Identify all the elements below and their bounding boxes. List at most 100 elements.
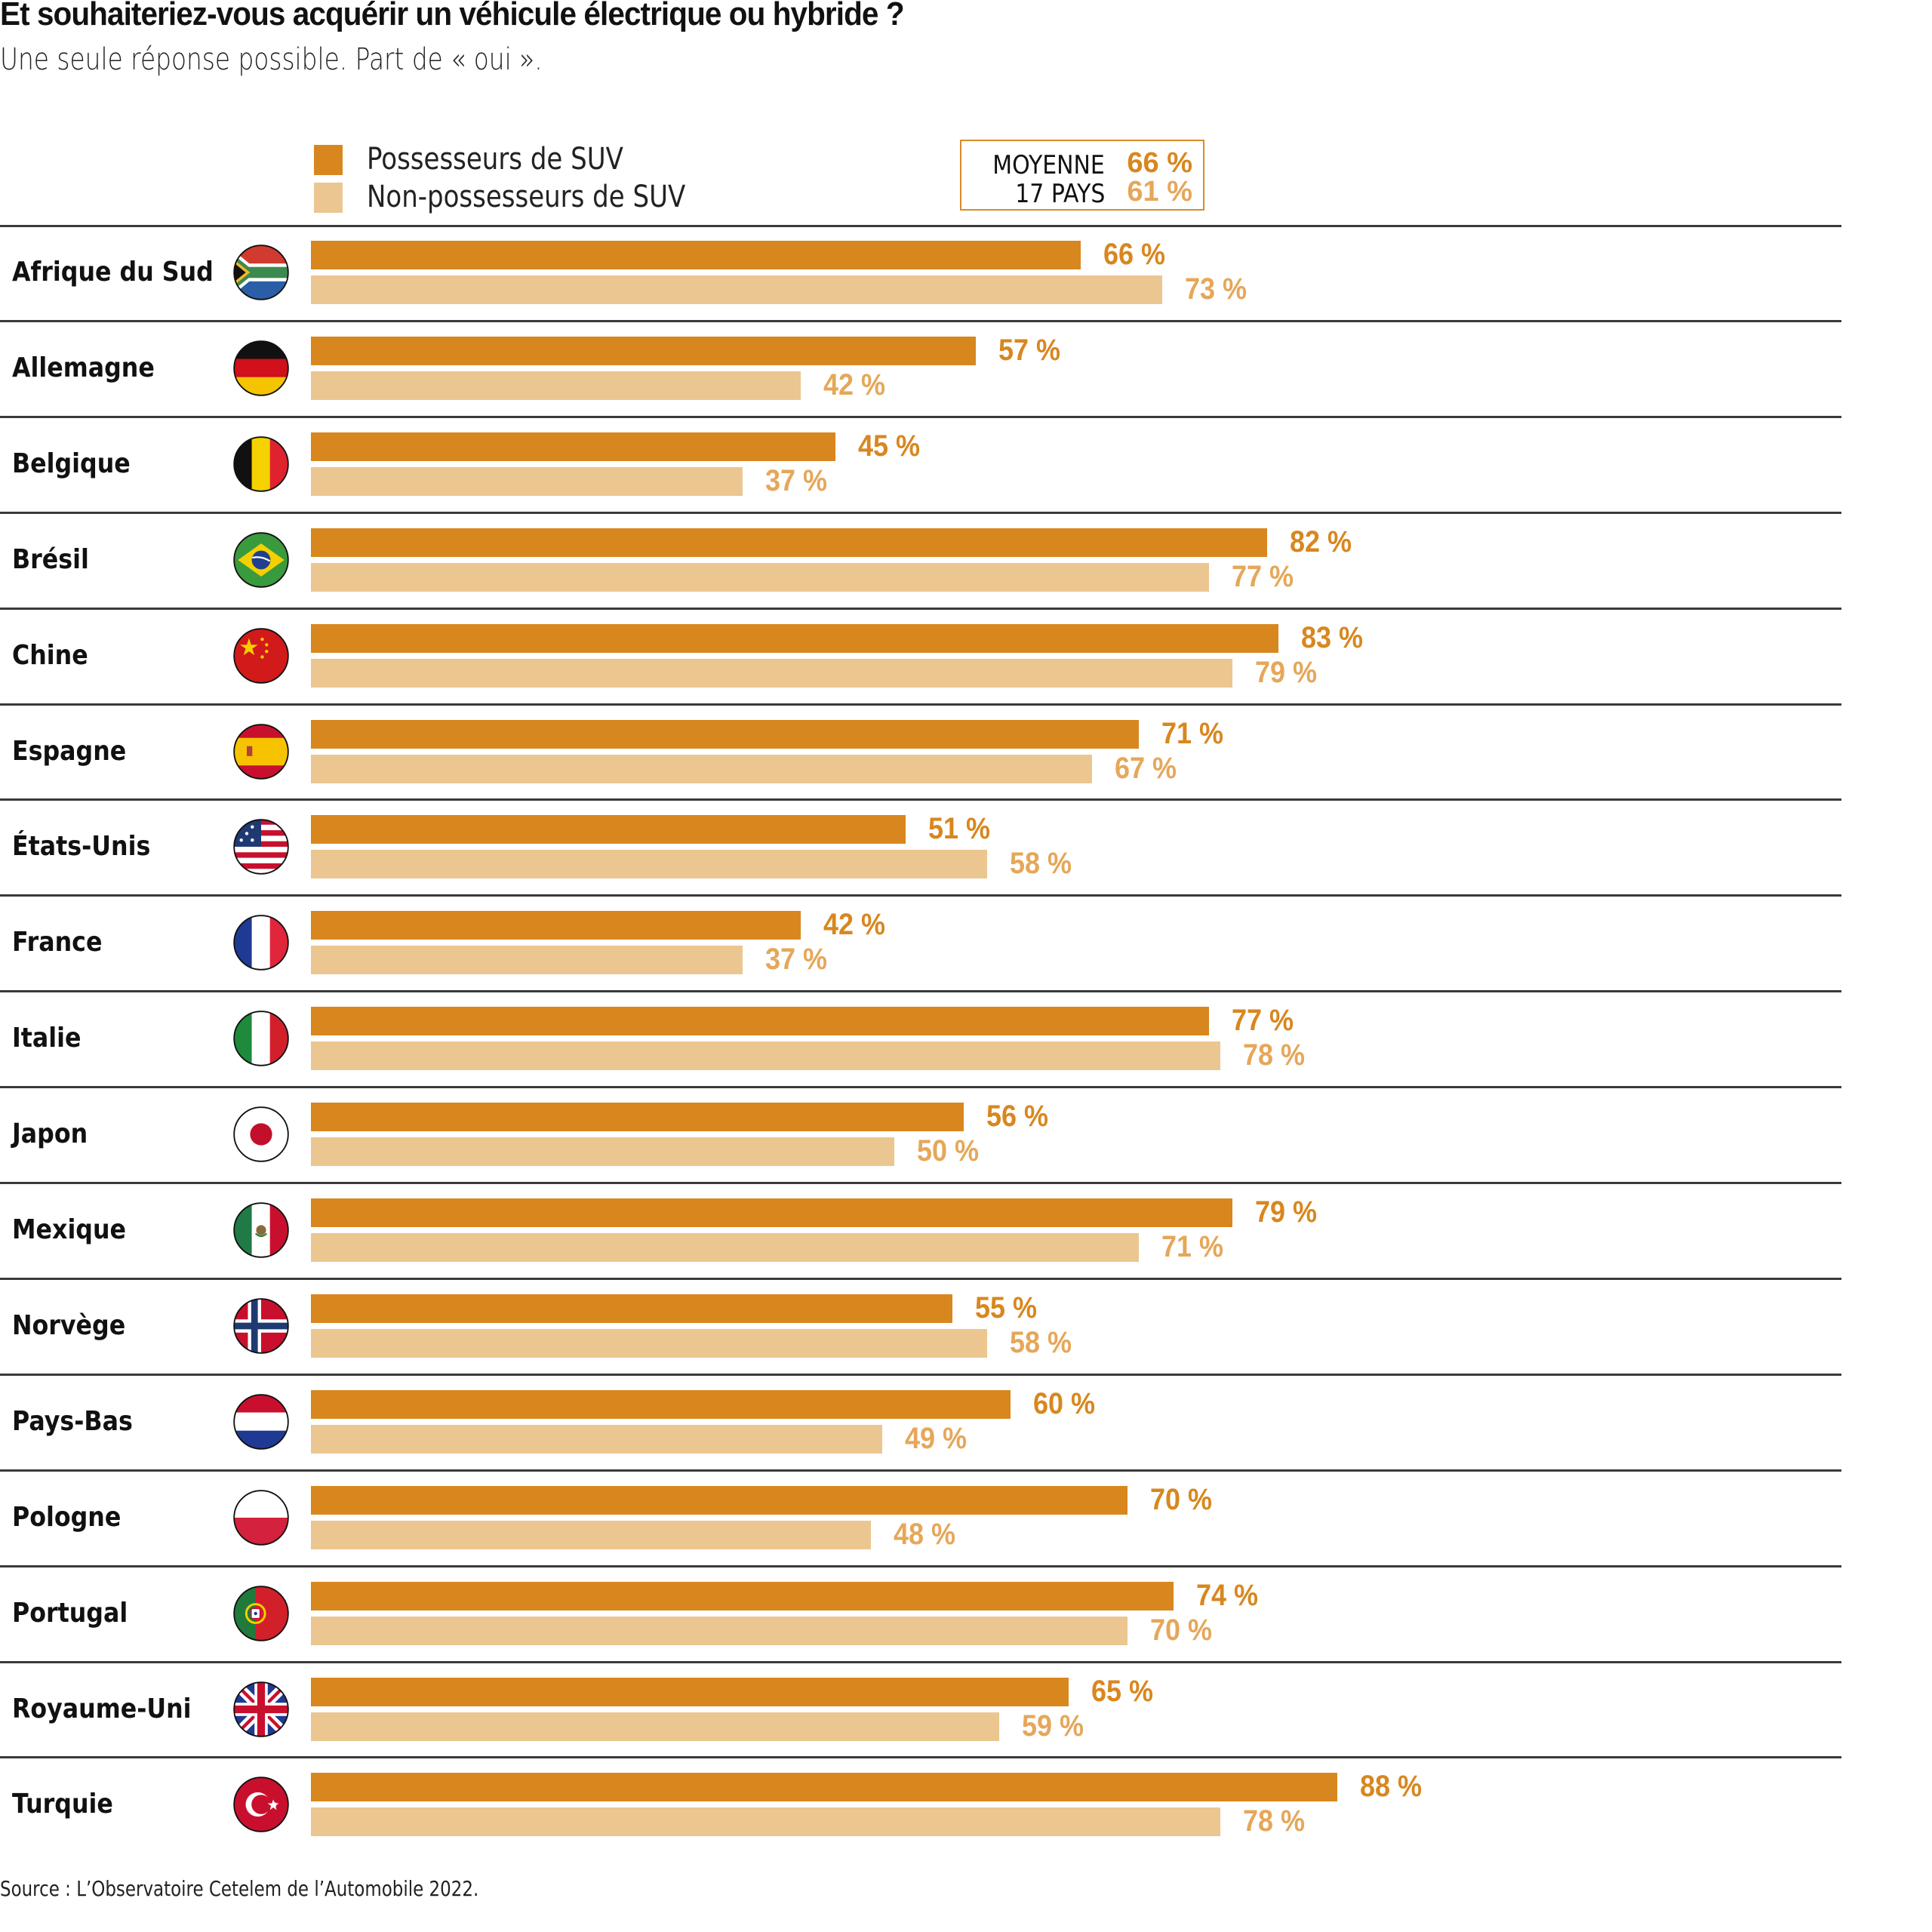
legend-swatch-suv-owners (314, 145, 343, 175)
bar-non-suv-owners (311, 1424, 883, 1454)
bar-non-suv-owners (311, 1233, 1139, 1262)
row-divider (0, 1756, 1841, 1759)
value-label-non-suv-owners: 50 % (916, 1134, 979, 1168)
row-divider (0, 319, 1841, 322)
row-divider (0, 798, 1841, 801)
country-label: États-Unis (12, 831, 151, 863)
average-label-line1: MOYENNE (992, 150, 1105, 180)
mexico-flag-icon (232, 1201, 290, 1259)
bar-non-suv-owners (311, 754, 1093, 783)
value-label-suv-owners: 60 % (1033, 1386, 1096, 1420)
bar-suv-owners (311, 1581, 1174, 1611)
value-label-suv-owners: 71 % (1161, 716, 1223, 750)
value-label-non-suv-owners: 59 % (1021, 1709, 1084, 1743)
bar-non-suv-owners (311, 562, 1209, 592)
bar-suv-owners (311, 1007, 1209, 1036)
value-label-suv-owners: 88 % (1359, 1770, 1422, 1804)
value-label-suv-owners: 66 % (1103, 238, 1165, 271)
country-label: Brésil (12, 543, 89, 575)
value-label-non-suv-owners: 67 % (1115, 751, 1177, 785)
country-label: Allemagne (12, 352, 155, 383)
value-label-suv-owners: 74 % (1196, 1578, 1259, 1612)
value-label-non-suv-owners: 77 % (1231, 559, 1294, 593)
average-label-line2: 17 PAYS (1014, 179, 1105, 209)
country-label: Royaume-Uni (12, 1693, 192, 1724)
country-label: Turquie (12, 1789, 113, 1820)
row-divider (0, 607, 1841, 610)
bar-non-suv-owners (311, 1520, 871, 1549)
bar-suv-owners (311, 1294, 952, 1323)
bar-suv-owners (311, 528, 1267, 557)
value-label-suv-owners: 83 % (1301, 620, 1364, 654)
value-label-suv-owners: 77 % (1231, 1004, 1294, 1038)
bar-non-suv-owners (311, 1807, 1221, 1837)
bar-non-suv-owners (311, 275, 1162, 304)
bar-non-suv-owners (311, 1616, 1128, 1645)
bar-non-suv-owners (311, 850, 988, 879)
average-suv-value: 66 % (1127, 147, 1192, 179)
bar-non-suv-owners (311, 1712, 999, 1741)
average-box: MOYENNE 17 PAYS 66 % 61 % (960, 140, 1204, 211)
belgium-flag-icon (232, 435, 290, 493)
bar-non-suv-owners (311, 658, 1232, 688)
average-non-suv-value: 61 % (1127, 176, 1192, 208)
bar-suv-owners (311, 1389, 1011, 1419)
poland-flag-icon (232, 1489, 290, 1546)
bar-non-suv-owners (311, 466, 743, 496)
country-label: Mexique (12, 1214, 127, 1245)
legend-swatch-non-suv-owners (314, 183, 343, 213)
value-label-non-suv-owners: 79 % (1254, 655, 1317, 689)
bar-suv-owners (311, 1485, 1128, 1515)
value-label-suv-owners: 45 % (858, 429, 921, 463)
uk-flag-icon (232, 1681, 290, 1738)
bar-suv-owners (311, 241, 1081, 269)
row-divider (0, 415, 1841, 418)
brazil-flag-icon (232, 531, 290, 589)
value-label-suv-owners: 57 % (998, 333, 1060, 367)
row-divider (0, 511, 1841, 514)
row-divider (0, 1373, 1841, 1376)
country-label: Espagne (12, 735, 127, 767)
country-label: Afrique du Sud (12, 257, 214, 288)
country-label: Chine (12, 639, 88, 671)
south-africa-flag-icon (232, 244, 290, 301)
row-divider (0, 990, 1841, 993)
bar-suv-owners (311, 1198, 1232, 1227)
value-label-non-suv-owners: 48 % (893, 1517, 955, 1551)
bar-non-suv-owners (311, 1137, 894, 1167)
legend-label-suv-owners: Possesseurs de SUV (367, 142, 623, 177)
france-flag-icon (232, 914, 290, 971)
row-divider (0, 1182, 1841, 1184)
value-label-suv-owners: 65 % (1091, 1674, 1154, 1708)
spain-flag-icon (232, 723, 290, 780)
italy-flag-icon (232, 1010, 290, 1067)
page-subtitle: Une seule réponse possible. Part de « ou… (0, 42, 543, 77)
row-divider (0, 703, 1841, 706)
value-label-non-suv-owners: 71 % (1161, 1230, 1223, 1263)
table-top-rule (0, 225, 1841, 227)
value-label-non-suv-owners: 78 % (1243, 1038, 1306, 1072)
bar-suv-owners (311, 432, 836, 461)
bar-suv-owners (311, 719, 1139, 749)
bar-suv-owners (311, 911, 801, 940)
bar-suv-owners (311, 815, 906, 844)
row-divider (0, 894, 1841, 897)
value-label-suv-owners: 70 % (1149, 1482, 1212, 1516)
country-label: Norvège (12, 1309, 126, 1341)
bar-suv-owners (311, 623, 1279, 653)
norway-flag-icon (232, 1297, 290, 1355)
country-label: Italie (12, 1023, 82, 1054)
value-label-suv-owners: 55 % (974, 1291, 1037, 1324)
row-divider (0, 1086, 1841, 1089)
row-divider (0, 1660, 1841, 1663)
bar-suv-owners (311, 1103, 964, 1132)
japan-flag-icon (232, 1106, 290, 1163)
value-label-non-suv-owners: 58 % (1010, 847, 1072, 881)
bar-suv-owners (311, 336, 976, 365)
value-label-suv-owners: 56 % (986, 1100, 1049, 1134)
country-label: France (12, 927, 103, 958)
bar-non-suv-owners (311, 371, 801, 400)
country-label: Belgique (12, 448, 131, 479)
page-title: Et souhaiteriez-vous acquérir un véhicul… (0, 0, 905, 32)
bar-suv-owners (311, 1677, 1069, 1706)
